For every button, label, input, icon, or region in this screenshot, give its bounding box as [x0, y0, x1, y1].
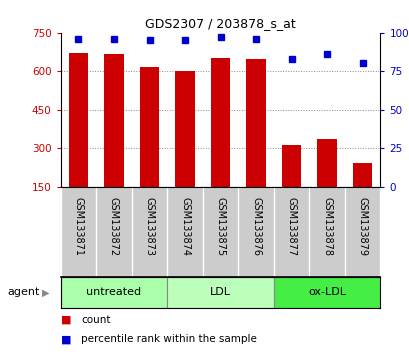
Bar: [167, 277, 273, 308]
Title: GDS2307 / 203878_s_at: GDS2307 / 203878_s_at: [145, 17, 295, 30]
Text: GSM133877: GSM133877: [286, 198, 296, 257]
Text: GSM133879: GSM133879: [357, 198, 367, 256]
Bar: [104, 55, 124, 187]
Text: GSM133876: GSM133876: [250, 198, 261, 256]
Text: GSM133874: GSM133874: [180, 198, 190, 256]
Text: GSM133873: GSM133873: [144, 198, 154, 256]
Bar: [352, 164, 371, 187]
Text: untreated: untreated: [86, 287, 141, 297]
Bar: [246, 59, 265, 187]
Bar: [317, 139, 336, 187]
Bar: [68, 53, 88, 187]
Bar: [281, 145, 301, 187]
Text: ■: ■: [61, 315, 71, 325]
Bar: [175, 71, 194, 187]
Bar: [61, 277, 167, 308]
Text: ox-LDL: ox-LDL: [308, 287, 345, 297]
Text: ■: ■: [61, 335, 71, 344]
Text: GSM133875: GSM133875: [215, 198, 225, 257]
Text: count: count: [81, 315, 110, 325]
Bar: [210, 58, 230, 187]
Bar: [273, 277, 380, 308]
Text: GSM133878: GSM133878: [321, 198, 331, 256]
Text: agent: agent: [7, 287, 40, 297]
Text: GSM133872: GSM133872: [109, 198, 119, 257]
Bar: [139, 67, 159, 187]
Text: GSM133871: GSM133871: [73, 198, 83, 256]
Text: LDL: LDL: [209, 287, 231, 297]
Text: percentile rank within the sample: percentile rank within the sample: [81, 335, 256, 344]
Text: ▶: ▶: [42, 287, 49, 297]
